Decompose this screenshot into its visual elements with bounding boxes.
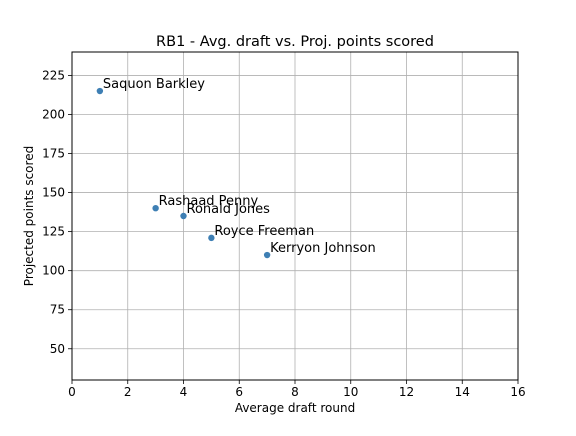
y-tick-label: 100 (42, 264, 65, 278)
x-axis-label: Average draft round (235, 401, 355, 415)
point-label: Ronald Jones (187, 202, 271, 217)
point-label: Royce Freeman (214, 224, 314, 239)
x-tick-label: 10 (343, 385, 358, 399)
y-tick-label: 50 (50, 342, 65, 356)
x-tick-label: 12 (399, 385, 414, 399)
y-tick-label: 125 (42, 225, 65, 239)
point-label: Rashaad Penny (159, 194, 259, 209)
x-tick-label: 6 (235, 385, 243, 399)
scatter-point (208, 234, 215, 242)
y-tick-label: 225 (42, 68, 65, 82)
y-tick-label: 200 (42, 107, 65, 121)
scatter-point (263, 251, 271, 259)
y-axis-label: Projected points scored (22, 146, 36, 286)
y-tick-label: 75 (50, 303, 65, 317)
scatter-point (96, 87, 104, 95)
x-tick-label: 4 (180, 385, 188, 399)
scatter-point (152, 204, 159, 212)
point-label: Kerryon Johnson (270, 241, 376, 256)
y-tick-label: 150 (42, 186, 65, 200)
grid-lines (71, 52, 519, 380)
axis-ticks: 0 2 4 6 8 10 12 14 16 50 75 100 125 150 175 200 225 (42, 68, 526, 399)
x-tick-label: 16 (510, 385, 525, 399)
x-tick-label: 0 (68, 385, 76, 399)
scatter-point (180, 212, 187, 220)
x-tick-label: 14 (455, 385, 470, 399)
point-label: Saquon Barkley (103, 77, 205, 92)
x-tick-label: 2 (124, 385, 132, 399)
x-tick-label: 8 (291, 385, 299, 399)
y-tick-label: 175 (42, 147, 65, 161)
chart-title: RB1 - Avg. draft vs. Proj. points scored (156, 34, 434, 50)
